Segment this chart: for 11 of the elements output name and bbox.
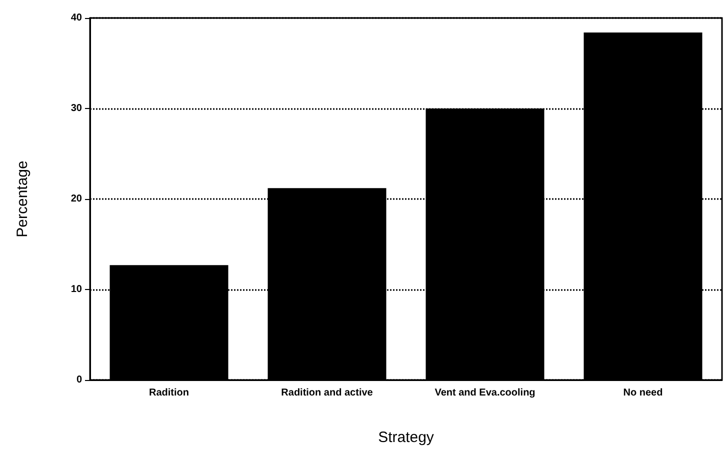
y-tick-label: 20 bbox=[70, 194, 82, 204]
x-tick-label: No need bbox=[623, 388, 663, 398]
y-tick-label: 10 bbox=[70, 284, 82, 295]
y-tick-label: 0 bbox=[76, 374, 82, 386]
x-tick-label: Radition and active bbox=[281, 388, 374, 398]
x-axis-title: Strategy bbox=[378, 429, 434, 446]
y-tick-label: 40 bbox=[70, 12, 82, 24]
x-tick-label: Radition bbox=[149, 388, 189, 398]
x-tick-label: Vent and Eva.cooling bbox=[434, 388, 536, 398]
y-tick-label: 30 bbox=[70, 103, 82, 114]
y-axis-title: Percentage bbox=[14, 160, 31, 238]
